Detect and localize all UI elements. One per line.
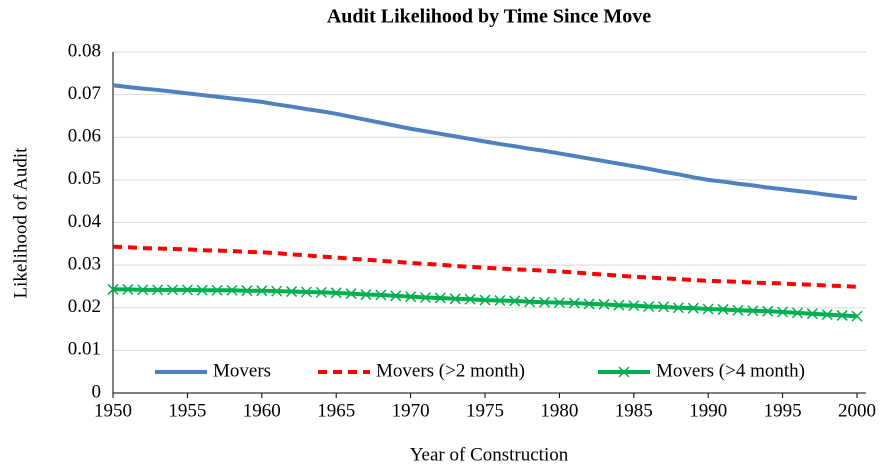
point-marker [286, 286, 298, 298]
point-marker [583, 298, 595, 310]
y-tick-label: 0.01 [68, 339, 101, 360]
point-marker [196, 284, 208, 296]
x-tick-label: 1955 [168, 400, 206, 421]
point-marker [672, 302, 684, 314]
series-line [112, 244, 858, 289]
point-marker [821, 309, 833, 321]
point-marker [241, 285, 253, 297]
x-tick-label: 1995 [764, 400, 802, 421]
point-marker [166, 284, 179, 296]
point-marker [553, 297, 565, 309]
point-marker [777, 306, 789, 318]
point-marker [836, 309, 848, 321]
point-marker [762, 305, 774, 317]
point-marker [628, 300, 640, 312]
point-marker [300, 286, 312, 298]
point-marker [524, 296, 536, 308]
point-marker [568, 297, 580, 309]
legend-label: Movers (>4 month) [656, 360, 805, 381]
x-tick-label: 1990 [689, 400, 727, 421]
series-line [112, 83, 858, 201]
point-marker [509, 295, 521, 307]
x-tick-label: 1950 [94, 400, 132, 421]
point-marker [479, 294, 491, 306]
y-tick-label: 0.06 [68, 126, 101, 147]
x-tick-label: 1965 [317, 400, 355, 421]
x-tick-label: 1985 [615, 400, 653, 421]
point-marker [271, 285, 283, 297]
point-marker [315, 286, 327, 298]
point-marker [538, 296, 551, 308]
point-marker [613, 299, 625, 311]
y-tick-label: 0.03 [68, 253, 101, 274]
point-marker [152, 284, 164, 296]
point-marker [122, 283, 134, 295]
y-tick-label: 0.04 [68, 211, 102, 232]
series-line [113, 287, 858, 319]
point-marker [449, 293, 461, 305]
y-tick-label: 0.08 [68, 40, 101, 61]
y-axis-label: Likelihood of Audit [10, 147, 31, 299]
point-marker [806, 308, 818, 320]
x-tick-label: 2000 [838, 400, 876, 421]
y-tick-label: 0 [92, 381, 102, 402]
x-tick-label: 1970 [392, 400, 430, 421]
point-marker [434, 292, 446, 304]
point-marker [419, 291, 432, 304]
point-marker [464, 293, 476, 305]
point-marker [345, 288, 357, 300]
y-tick-label: 0.02 [68, 296, 101, 317]
point-marker [598, 298, 610, 310]
point-marker [211, 284, 223, 296]
point-marker [732, 304, 744, 316]
chart-title: Audit Likelihood by Time Since Move [327, 6, 651, 28]
x-tick-label: 1960 [243, 400, 281, 421]
legend-label: Movers [213, 360, 271, 381]
point-marker [360, 289, 372, 301]
x-tick-label: 1980 [540, 400, 578, 421]
point-marker [181, 284, 193, 296]
point-marker [658, 301, 670, 313]
point-marker [375, 289, 387, 301]
x-tick-label: 1975 [466, 400, 504, 421]
y-tick-label: 0.07 [68, 83, 101, 104]
y-tick-label: 0.05 [68, 168, 101, 189]
point-marker [747, 305, 759, 317]
point-marker [330, 287, 342, 299]
point-marker [405, 291, 417, 303]
point-marker [226, 284, 238, 296]
point-marker [107, 283, 119, 295]
point-marker [494, 294, 506, 307]
point-marker [137, 284, 149, 296]
point-marker [687, 302, 699, 314]
legend-label: Movers (>2 month) [376, 360, 525, 381]
x-axis-label: Year of Construction [410, 444, 569, 465]
point-marker [851, 310, 863, 322]
point-marker [717, 303, 729, 315]
point-marker [643, 300, 655, 313]
point-marker [390, 290, 402, 302]
point-marker [702, 303, 714, 315]
point-marker [256, 285, 268, 297]
point-marker [791, 307, 804, 319]
legend-marker [618, 366, 630, 378]
